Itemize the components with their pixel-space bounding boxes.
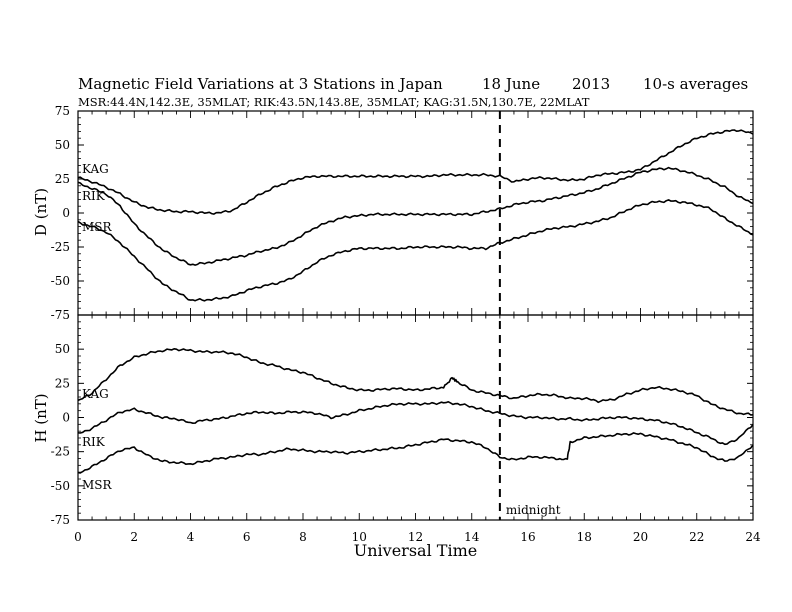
station-coordinates: MSR:44.4N,142.3E, 35MLAT; RIK:43.5N,143.…: [78, 95, 590, 109]
chart-date: 18 June: [482, 75, 540, 93]
series-line-msr: [77, 432, 754, 474]
x-tick-label: 2: [130, 530, 138, 544]
series-label-kag: KAG: [82, 162, 109, 176]
y-axis-label: D (nT): [32, 188, 50, 236]
x-tick-label: 4: [187, 530, 195, 544]
x-axis: 0 2 4 6 8 10 12 14 16 18 20 22 24: [74, 530, 761, 544]
midnight-label: midnight: [506, 503, 561, 517]
x-tick-label: 14: [464, 530, 480, 544]
x-tick-label: 8: [299, 530, 307, 544]
y-tick-label: -50: [51, 479, 70, 493]
x-tick-label: 0: [74, 530, 82, 544]
x-tick-label: 20: [633, 530, 648, 544]
series-line-rik: [77, 166, 754, 266]
series-label-kag: KAG: [82, 387, 109, 401]
x-tick-label: 6: [243, 530, 251, 544]
x-tick-label: 12: [408, 530, 423, 544]
y-tick-label: -25: [51, 240, 70, 254]
y-tick-label: -75: [51, 513, 70, 527]
panel-frame: [77, 314, 754, 521]
x-tick-label: 18: [577, 530, 592, 544]
y-tick-label: -75: [51, 308, 70, 322]
chart-year: 2013: [572, 75, 610, 93]
series-label-msr: MSR: [82, 478, 113, 492]
series-line-kag: [77, 129, 754, 215]
series-line-msr: [77, 199, 754, 302]
x-axis-label: Universal Time: [354, 541, 477, 560]
series-line-kag: [77, 348, 754, 416]
y-tick-label: -50: [51, 274, 70, 288]
d-component-panel: -75 -50 -25 0 25 50 75 D (nT) KAG RIK MSR: [32, 104, 754, 322]
series-line-rik: [77, 401, 754, 446]
y-tick-label: 25: [55, 376, 70, 390]
y-tick-label: 0: [62, 206, 70, 220]
x-tick-label: 16: [520, 530, 535, 544]
x-tick-label: 22: [689, 530, 704, 544]
chart-averaging: 10-s averages: [643, 75, 748, 93]
y-tick-label: 50: [55, 342, 70, 356]
y-tick-label: 25: [55, 172, 70, 186]
series-label-rik: RIK: [82, 435, 106, 449]
series-label-rik: RIK: [82, 189, 106, 203]
h-component-panel: -75 -50 -25 0 25 50 H (nT) KAG RIK MSR: [32, 314, 754, 527]
y-tick-label: 0: [62, 411, 70, 425]
x-tick-label: 24: [745, 530, 761, 544]
y-tick-label: 50: [55, 138, 70, 152]
y-axis-label: H (nT): [32, 393, 50, 442]
y-tick-label: -25: [51, 445, 70, 459]
chart-title: Magnetic Field Variations at 3 Stations …: [78, 75, 443, 93]
y-tick-label: 75: [55, 104, 70, 118]
series-label-msr: MSR: [82, 220, 113, 234]
x-tick-label: 10: [352, 530, 367, 544]
